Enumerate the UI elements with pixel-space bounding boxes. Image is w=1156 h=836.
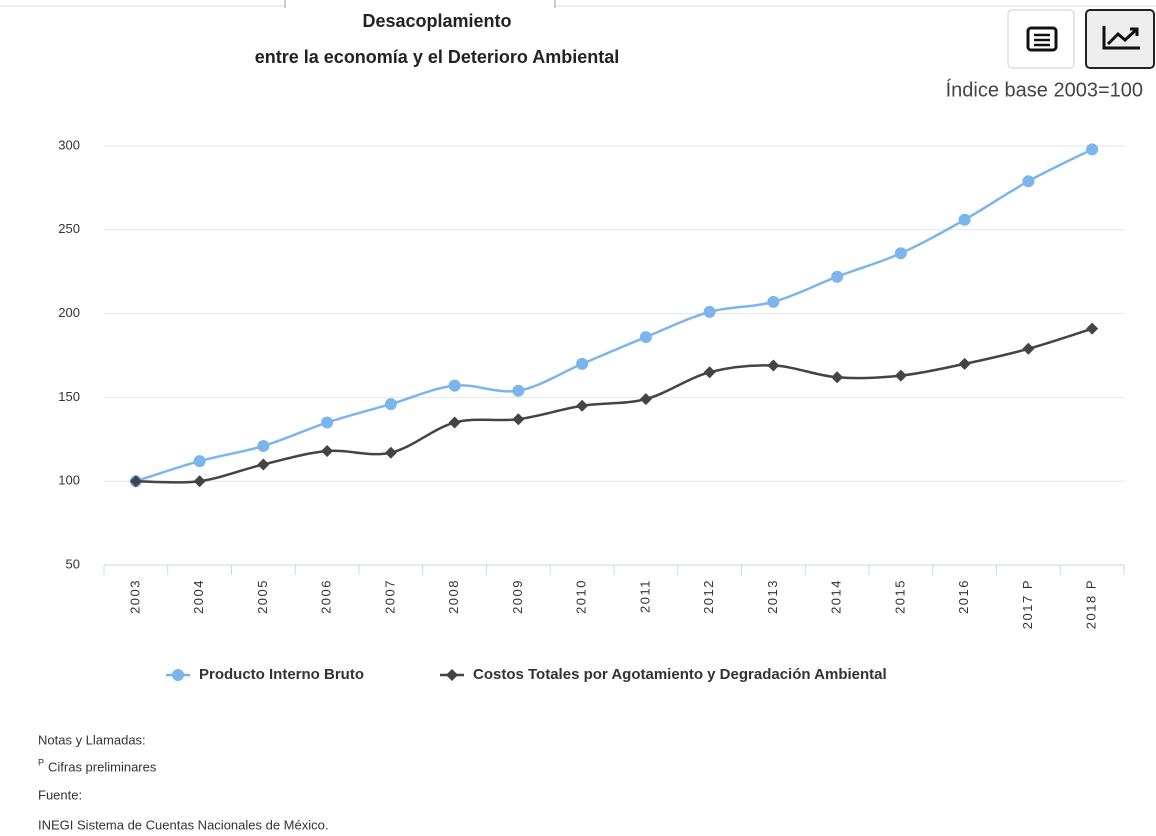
y-tick-label: 200 bbox=[58, 305, 80, 320]
x-tick-label: 2011 bbox=[637, 579, 652, 613]
point bbox=[384, 398, 397, 411]
y-tick-label: 300 bbox=[58, 137, 80, 152]
x-tick-label: 2013 bbox=[765, 579, 780, 614]
point bbox=[512, 384, 525, 397]
line bbox=[135, 148, 1093, 483]
x-tick-label: 2018 P bbox=[1084, 579, 1099, 629]
point bbox=[446, 669, 458, 681]
legend-label: Costos Totales por Agotamiento y Degrada… bbox=[473, 666, 887, 683]
point bbox=[384, 446, 397, 459]
legend-item: Costos Totales por Agotamiento y Degrada… bbox=[440, 666, 887, 683]
source: INEGI Sistema de Cuentas Nacionales de M… bbox=[38, 817, 328, 832]
x-tick-label: 2014 bbox=[829, 579, 844, 614]
point bbox=[1022, 342, 1035, 355]
y-tick-label: 250 bbox=[58, 221, 80, 236]
chart-title: entre la economía y el Deterioro Ambient… bbox=[255, 47, 619, 67]
x-tick-label: 2012 bbox=[701, 579, 716, 614]
point bbox=[512, 413, 525, 426]
point bbox=[257, 440, 270, 453]
note-text: Cifras preliminares bbox=[48, 759, 157, 774]
legend-item: Producto Interno Bruto bbox=[166, 666, 364, 683]
point bbox=[1022, 175, 1035, 188]
point bbox=[894, 247, 907, 260]
y-tick-label: 50 bbox=[66, 556, 80, 571]
point bbox=[958, 357, 971, 370]
chart-subtitle: Índice base 2003=100 bbox=[946, 78, 1143, 101]
point bbox=[129, 475, 142, 488]
source-heading: Fuente: bbox=[38, 787, 82, 802]
point bbox=[703, 366, 716, 379]
line bbox=[135, 327, 1093, 484]
x-tick-label: 2007 bbox=[382, 579, 397, 614]
point bbox=[767, 359, 780, 372]
point bbox=[193, 455, 206, 468]
point bbox=[576, 399, 589, 412]
point bbox=[321, 416, 334, 429]
point bbox=[639, 331, 652, 344]
x-tick-label: 2017 P bbox=[1020, 579, 1035, 629]
table-view-button[interactable] bbox=[1007, 9, 1075, 69]
x-tick-label: 2015 bbox=[892, 579, 907, 614]
notes-heading: Notas y Llamadas: bbox=[38, 732, 146, 747]
y-tick-label: 100 bbox=[58, 473, 80, 488]
point bbox=[448, 379, 461, 392]
point bbox=[767, 295, 780, 308]
note-mark: P bbox=[38, 757, 44, 767]
y-tick-label: 150 bbox=[58, 389, 80, 404]
point bbox=[703, 305, 716, 318]
point bbox=[831, 270, 844, 283]
point bbox=[894, 369, 907, 382]
point bbox=[1086, 322, 1099, 335]
x-tick-label: 2004 bbox=[191, 579, 206, 614]
x-tick-label: 2003 bbox=[127, 579, 142, 614]
chart-title: Desacoplamiento bbox=[362, 11, 511, 31]
x-tick-label: 2005 bbox=[255, 579, 270, 614]
x-tick-label: 2008 bbox=[446, 579, 461, 614]
x-tick-label: 2009 bbox=[510, 579, 525, 614]
x-tick-label: 2016 bbox=[956, 579, 971, 614]
legend-label: Producto Interno Bruto bbox=[199, 666, 364, 683]
x-tick-label: 2006 bbox=[319, 579, 334, 614]
point bbox=[639, 393, 652, 406]
point bbox=[172, 669, 184, 681]
point bbox=[1086, 143, 1099, 156]
point bbox=[958, 213, 971, 226]
point bbox=[448, 416, 461, 429]
point bbox=[193, 475, 206, 488]
chart-view-button[interactable] bbox=[1085, 9, 1155, 69]
point bbox=[257, 458, 270, 471]
point bbox=[576, 357, 589, 370]
point bbox=[831, 371, 844, 384]
x-tick-label: 2010 bbox=[574, 579, 589, 614]
point bbox=[321, 445, 334, 458]
